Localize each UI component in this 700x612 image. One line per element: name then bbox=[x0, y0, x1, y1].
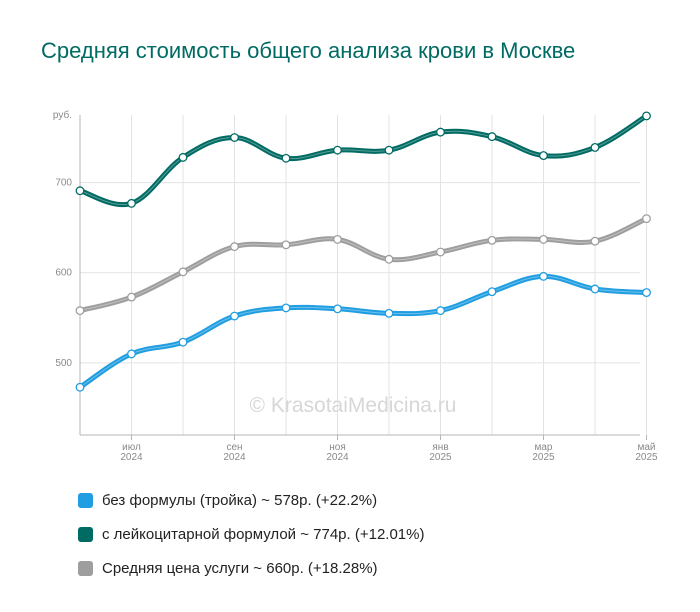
x-tick-label: сен bbox=[226, 442, 242, 453]
data-point-series-1 bbox=[281, 303, 291, 313]
data-point-series-2 bbox=[487, 132, 497, 142]
series-line-highlight-3 bbox=[79, 218, 647, 312]
legend-swatch-series-2 bbox=[78, 526, 93, 542]
data-point-series-2 bbox=[127, 198, 136, 208]
legend-swatch-series-1 bbox=[78, 492, 93, 508]
legend-item-series-1[interactable]: без формулы (тройка) ~ 578р. (+22.2%) bbox=[78, 483, 425, 517]
y-tick-label: 500 bbox=[55, 358, 72, 369]
legend-item-series-3[interactable]: Средняя цена услуги ~ 660р. (+18.28%) bbox=[78, 551, 425, 585]
legend-label-series-1: без формулы (тройка) ~ 578р. (+22.2%) bbox=[102, 491, 378, 509]
x-tick-label: 2024 bbox=[326, 452, 349, 463]
data-point-series-1 bbox=[384, 308, 394, 318]
data-point-series-2 bbox=[384, 145, 394, 155]
data-point-series-2 bbox=[333, 145, 342, 155]
data-point-series-1 bbox=[127, 349, 136, 359]
series-line-1 bbox=[77, 273, 649, 390]
data-point-series-1 bbox=[333, 304, 342, 314]
x-tick-label: 2025 bbox=[429, 452, 452, 463]
data-point-series-2 bbox=[230, 133, 239, 142]
data-point-series-3 bbox=[487, 235, 497, 245]
data-point-series-3 bbox=[384, 254, 394, 264]
data-point-series-3 bbox=[539, 234, 548, 244]
x-tick-label: 2025 bbox=[532, 452, 555, 463]
series-line-highlight-1 bbox=[79, 275, 647, 388]
data-point-series-3 bbox=[642, 214, 651, 224]
x-tick-label: июл bbox=[122, 442, 141, 453]
x-tick-label: май bbox=[637, 442, 655, 453]
data-point-series-3 bbox=[127, 292, 136, 302]
data-point-series-1 bbox=[436, 306, 445, 316]
x-tick-label: янв bbox=[432, 442, 448, 453]
x-tick-label: 2024 bbox=[223, 452, 246, 463]
y-axis-label: руб. bbox=[53, 109, 72, 121]
data-point-series-2 bbox=[281, 153, 291, 163]
x-tick-label: ноя bbox=[329, 442, 346, 453]
data-point-series-1 bbox=[539, 271, 548, 281]
series-line-highlight-2 bbox=[79, 115, 647, 206]
data-point-series-1 bbox=[590, 284, 600, 294]
data-point-series-2 bbox=[75, 186, 85, 196]
watermark: © KrasotaiMedicina.ru bbox=[250, 394, 457, 417]
data-point-series-3 bbox=[281, 240, 291, 250]
chart-legend: без формулы (тройка) ~ 578р. (+22.2%) с … bbox=[78, 483, 425, 585]
data-point-series-1 bbox=[487, 287, 497, 297]
data-point-series-3 bbox=[436, 247, 445, 257]
series-line-3 bbox=[77, 216, 649, 314]
data-point-series-1 bbox=[75, 382, 85, 392]
data-point-series-3 bbox=[333, 234, 342, 244]
data-point-series-1 bbox=[230, 311, 239, 321]
data-point-series-1 bbox=[642, 288, 651, 298]
series-line-2 bbox=[77, 113, 649, 208]
data-point-series-3 bbox=[178, 267, 188, 277]
data-point-series-3 bbox=[230, 242, 239, 252]
legend-item-series-2[interactable]: с лейкоцитарной формулой ~ 774р. (+12.01… bbox=[78, 517, 425, 551]
data-point-series-2 bbox=[642, 111, 651, 121]
data-point-series-2 bbox=[590, 143, 600, 152]
data-point-series-3 bbox=[75, 306, 85, 316]
x-tick-label: мар bbox=[535, 442, 553, 453]
data-point-series-1 bbox=[178, 337, 188, 347]
x-tick-label: 2024 bbox=[120, 452, 143, 463]
y-tick-label: 700 bbox=[55, 178, 72, 189]
x-tick-label: 2025 bbox=[635, 452, 658, 463]
legend-label-series-2: с лейкоцитарной формулой ~ 774р. (+12.01… bbox=[102, 525, 425, 543]
chart-plot: 500600700руб.июл2024сен2024ноя2024янв202… bbox=[53, 109, 658, 463]
legend-label-series-3: Средняя цена услуги ~ 660р. (+18.28%) bbox=[102, 559, 378, 577]
data-point-series-2 bbox=[178, 152, 188, 162]
chart-title: Средняя стоимость общего анализа крови в… bbox=[41, 38, 576, 63]
y-tick-label: 600 bbox=[55, 268, 72, 279]
data-point-series-3 bbox=[590, 236, 600, 246]
legend-swatch-series-3 bbox=[78, 560, 93, 576]
data-point-series-2 bbox=[539, 151, 548, 161]
data-point-series-2 bbox=[436, 127, 445, 137]
